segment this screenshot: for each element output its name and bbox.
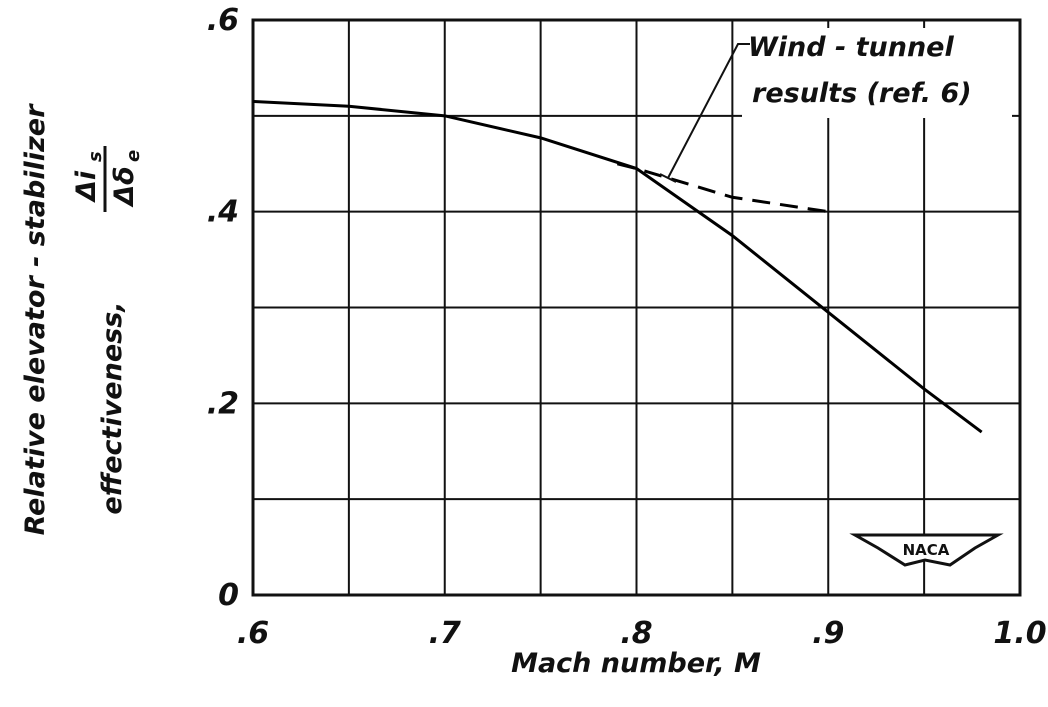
y-label-fraction: Δi s Δδ e: [71, 146, 144, 212]
x-tick-label: 1.0: [993, 616, 1046, 651]
annotation-text: results (ref. 6): [752, 78, 972, 109]
x-axis-label: Mach number, M: [511, 648, 761, 679]
denominator-sub: e: [123, 150, 144, 162]
annotation-text: Wind - tunnel: [748, 32, 954, 63]
x-tick-label: .6: [237, 616, 269, 651]
leader-end: [659, 173, 677, 183]
leader-line: [667, 43, 750, 179]
plot-area: [251, 18, 1022, 597]
annotation: Wind - tunnel results (ref. 6): [659, 28, 1012, 183]
y-tick-label: .2: [207, 386, 239, 421]
x-tick-label: .8: [620, 616, 652, 651]
logo-text: NACA: [903, 541, 950, 559]
numerator-sub: s: [85, 151, 106, 162]
y-tick-label: .6: [207, 3, 239, 38]
data-line: [616, 162, 829, 214]
x-tick-label: .9: [812, 616, 844, 651]
data-line: [252, 99, 983, 434]
annotation-background: [742, 28, 1012, 118]
naca-logo: NACA: [849, 533, 1004, 567]
y-tick-label: .4: [207, 195, 239, 230]
denominator: Δδ: [109, 166, 140, 207]
y-axis-label: effectiveness,: [97, 301, 128, 514]
numerator: Δi: [71, 170, 102, 203]
y-axis-label: Relative elevator - stabilizer: [20, 103, 51, 535]
plot-frame: [251, 18, 1022, 597]
y-tick-label: 0: [218, 578, 239, 613]
x-tick-label: .7: [429, 616, 461, 651]
